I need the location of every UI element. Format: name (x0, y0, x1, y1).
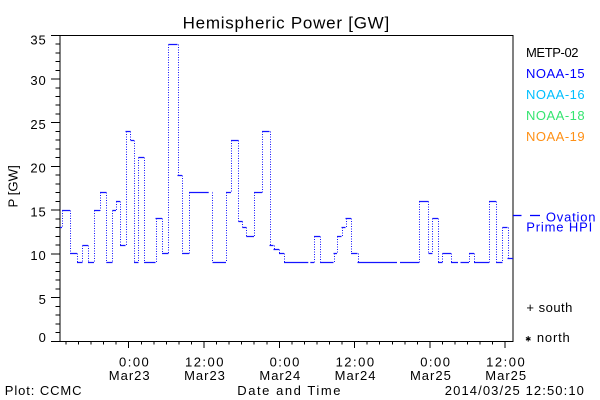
svg-text:P [GW]: P [GW] (5, 165, 20, 207)
svg-text:NOAA-18: NOAA-18 (526, 108, 585, 123)
svg-text:0: 0 (39, 330, 47, 345)
svg-text:Plot: CCMC: Plot: CCMC (5, 383, 83, 398)
svg-text:12:00: 12:00 (185, 355, 225, 370)
svg-text:METP-02: METP-02 (526, 45, 578, 60)
svg-text:15: 15 (30, 204, 46, 219)
svg-text:Mar24: Mar24 (335, 368, 377, 383)
svg-text:Prime HPI: Prime HPI (526, 220, 593, 235)
svg-text:0:00: 0:00 (119, 355, 150, 370)
svg-text:NOAA-15: NOAA-15 (526, 66, 585, 81)
svg-text:+ south: + south (526, 300, 573, 315)
svg-text:2014/03/25 12:50:10: 2014/03/25 12:50:10 (445, 383, 585, 398)
svg-text:Mar25: Mar25 (485, 368, 527, 383)
svg-text:35: 35 (30, 33, 46, 48)
svg-text:0:00: 0:00 (420, 355, 451, 370)
svg-text:0:00: 0:00 (270, 355, 301, 370)
svg-text:Mar23: Mar23 (109, 368, 151, 383)
svg-text:NOAA-19: NOAA-19 (526, 129, 585, 144)
svg-text:NOAA-16: NOAA-16 (526, 87, 585, 102)
svg-text:20: 20 (30, 161, 46, 176)
svg-text:25: 25 (30, 117, 46, 132)
svg-text:12:00: 12:00 (486, 355, 526, 370)
svg-text:Hemispheric Power [GW]: Hemispheric Power [GW] (183, 13, 390, 32)
svg-text:Ovation: Ovation (546, 209, 596, 224)
svg-text:12:00: 12:00 (336, 355, 376, 370)
svg-text:Mar23: Mar23 (184, 368, 226, 383)
svg-text:Mar24: Mar24 (259, 368, 301, 383)
svg-text:Date and Time: Date and Time (237, 383, 342, 398)
svg-text:10: 10 (30, 248, 46, 263)
svg-text:north: north (537, 330, 571, 345)
svg-text:30: 30 (30, 73, 46, 88)
svg-text:5: 5 (39, 292, 47, 307)
svg-text:Mar25: Mar25 (410, 368, 452, 383)
